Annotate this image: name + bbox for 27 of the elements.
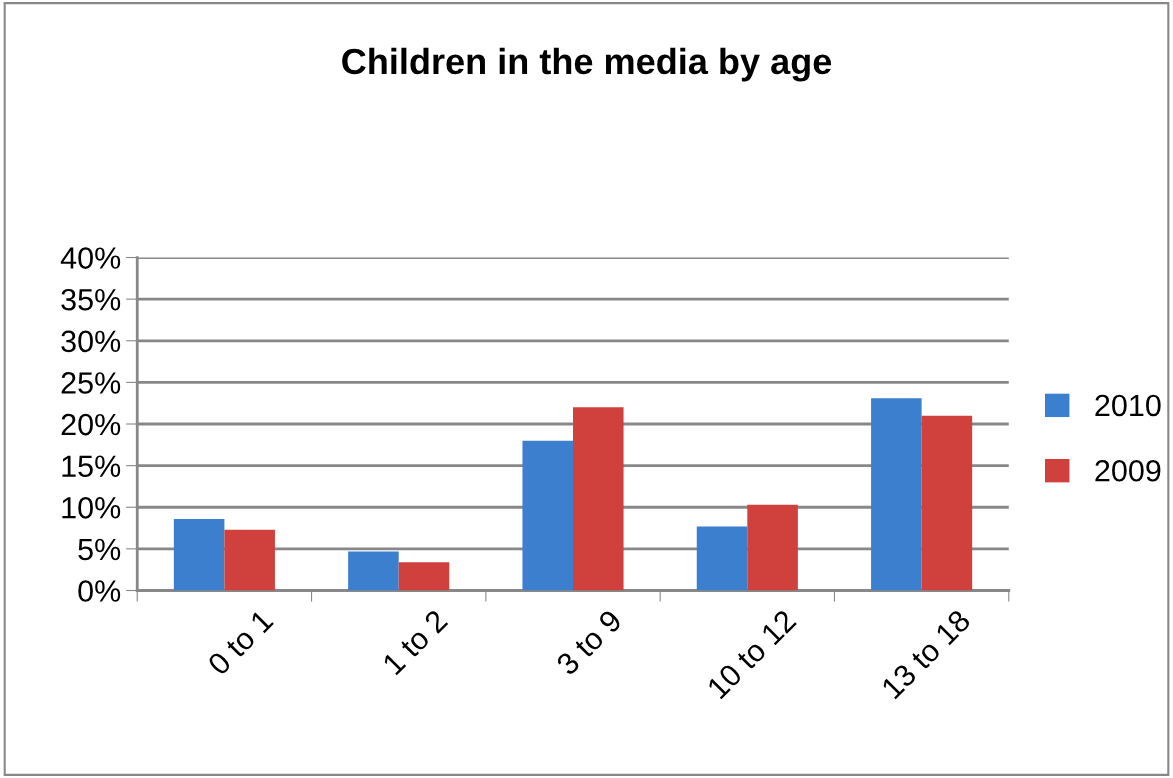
x-tick-label: 10 to 12 <box>706 608 797 700</box>
y-tick-label: 5% <box>78 538 121 561</box>
x-tick-label: 1 to 2 <box>381 608 449 676</box>
bar <box>224 529 275 591</box>
bar <box>573 407 624 591</box>
x-tick-label: 3 to 9 <box>555 608 623 677</box>
y-tick-label: 0% <box>78 580 121 602</box>
bar <box>696 526 748 591</box>
bar <box>871 398 922 591</box>
legend-label: 2009 <box>1095 459 1161 482</box>
y-tick-label: 25% <box>61 372 121 394</box>
y-tick-label: 40% <box>60 247 121 269</box>
x-tick-label: 0 to 1 <box>206 608 275 677</box>
bar <box>921 415 973 591</box>
y-tick-label: 10% <box>62 496 121 519</box>
bar <box>747 504 798 591</box>
chart-title: Children in the media by age <box>342 47 832 82</box>
bar <box>348 551 399 591</box>
y-tick-label: 30% <box>61 330 121 353</box>
y-tick-label: 35% <box>61 288 121 311</box>
bar <box>173 518 225 591</box>
y-tick-label: 15% <box>62 455 121 478</box>
x-tick-label: 13 to 18 <box>880 608 972 700</box>
legend-label: 2010 <box>1095 394 1161 417</box>
bar <box>522 440 574 591</box>
bar <box>398 562 450 591</box>
y-tick-label: 20% <box>61 413 121 436</box>
